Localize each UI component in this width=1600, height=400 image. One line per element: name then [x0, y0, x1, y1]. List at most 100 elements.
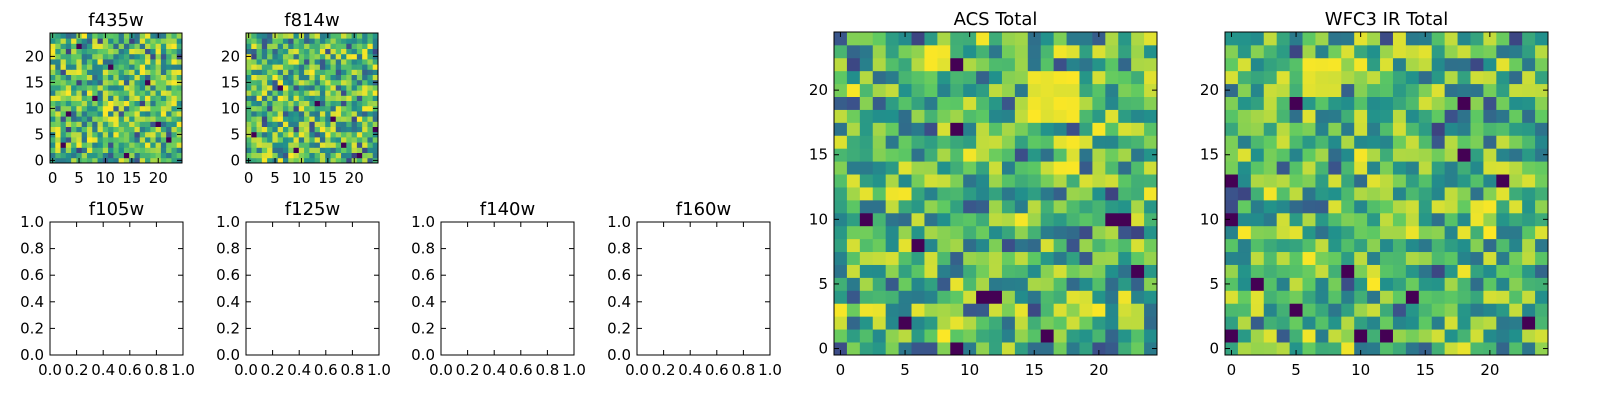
heatmap-cell: [171, 152, 178, 159]
heatmap-cell: [118, 111, 125, 117]
heatmap-cell: [1315, 32, 1329, 46]
heatmap-cell: [351, 95, 358, 101]
heatmap-cell: [118, 147, 125, 153]
heatmap-cell: [76, 48, 83, 55]
heatmap-cell: [160, 95, 167, 101]
heatmap-cell: [1079, 187, 1093, 201]
heatmap-cell: [330, 131, 337, 138]
heatmap-cell: [288, 59, 294, 65]
heatmap-cell: [166, 53, 172, 60]
heatmap-cell: [1276, 83, 1290, 97]
heatmap-cell: [1418, 44, 1433, 59]
heatmap-cell: [134, 43, 141, 49]
heatmap-cell: [113, 152, 120, 159]
heatmap-cell: [1328, 225, 1342, 240]
heatmap-cell: [1483, 290, 1497, 304]
heatmap-cell: [171, 116, 178, 122]
heatmap-cell: [1289, 135, 1303, 149]
heatmap-cell: [362, 126, 368, 133]
heatmap-cell: [834, 212, 848, 227]
heatmap-cell: [1040, 199, 1055, 214]
heatmap-cell: [145, 85, 151, 91]
heatmap-cell: [1535, 199, 1549, 214]
heatmap-cell: [134, 69, 141, 75]
heatmap-cell: [1027, 290, 1042, 304]
heatmap-cell: [1079, 212, 1093, 227]
heatmap-cell: [1237, 238, 1252, 253]
heatmap-cell: [351, 79, 358, 86]
heatmap-cell: [859, 238, 874, 253]
heatmap-cell: [267, 137, 273, 143]
heatmap-cell: [1392, 199, 1407, 214]
heatmap-cell: [1509, 70, 1523, 85]
heatmap-cell: [834, 109, 848, 123]
heatmap-cell: [76, 64, 83, 70]
heatmap-cell: [123, 131, 130, 138]
heatmap-cell: [356, 111, 363, 117]
heatmap-cell: [108, 152, 114, 159]
heatmap-cell: [71, 38, 77, 44]
heatmap-cell: [1315, 212, 1329, 227]
heatmap-cell: [55, 95, 61, 101]
heatmap-cell: [1509, 109, 1523, 123]
heatmap-cell: [335, 131, 342, 138]
heatmap-cell: [367, 79, 374, 86]
heatmap-cell: [1457, 70, 1471, 85]
heatmap-cell: [108, 126, 114, 133]
panel-title: f814w: [284, 10, 339, 31]
heatmap-cell: [176, 126, 183, 133]
heatmap-cell: [367, 38, 374, 44]
heatmap-cell: [171, 64, 178, 70]
heatmap-cell: [898, 316, 912, 330]
heatmap-cell: [155, 111, 162, 117]
heatmap-cell: [246, 64, 252, 70]
heatmap-cell: [1014, 57, 1029, 72]
heatmap-cell: [65, 157, 72, 164]
heatmap-cell: [60, 105, 67, 112]
y-tick-label: 5: [230, 125, 240, 143]
heatmap-cell: [108, 147, 114, 153]
heatmap-cell: [65, 147, 72, 153]
heatmap-cell: [1144, 251, 1158, 265]
heatmap-cell: [1457, 199, 1471, 214]
heatmap-cell: [1392, 277, 1407, 291]
heatmap-cell: [92, 43, 98, 49]
x-tick-label: 0.0: [234, 361, 258, 379]
heatmap-cell: [246, 121, 252, 127]
heatmap-cell: [86, 142, 93, 148]
heatmap-cell: [1535, 148, 1549, 162]
heatmap-cell: [92, 90, 98, 96]
heatmap-cell: [346, 85, 352, 91]
heatmap-cell: [261, 137, 268, 143]
heatmap-cell: [145, 142, 151, 148]
heatmap-cell: [1001, 277, 1016, 291]
heatmap-cell: [1027, 225, 1042, 240]
heatmap-cell: [123, 48, 130, 55]
heatmap-cell: [1341, 303, 1355, 317]
heatmap-cell: [1001, 96, 1016, 110]
heatmap-cell: [1053, 109, 1067, 123]
heatmap-cell: [171, 53, 178, 60]
heatmap-cell: [171, 38, 178, 44]
heatmap-cell: [1225, 187, 1239, 201]
heatmap-cell: [325, 74, 331, 81]
heatmap-cell: [160, 85, 167, 91]
y-tick-label: 15: [809, 146, 828, 164]
heatmap-cell: [76, 38, 83, 44]
heatmap-cell: [1118, 290, 1132, 304]
heatmap-cell: [1225, 109, 1239, 123]
heatmap-cell: [1392, 264, 1407, 278]
heatmap-cell: [123, 90, 130, 96]
heatmap-cell: [277, 33, 284, 39]
heatmap-cell: [256, 157, 263, 164]
heatmap-cell: [898, 174, 912, 188]
heatmap-cell: [288, 64, 294, 70]
y-tick-label: 0.2: [411, 319, 435, 337]
x-tick-label: 15: [318, 169, 337, 187]
heatmap-cell: [950, 122, 964, 136]
heatmap-cell: [251, 79, 257, 86]
heatmap-cell: [145, 147, 151, 153]
heatmap-cell: [65, 126, 72, 133]
heatmap-cell: [55, 79, 61, 86]
